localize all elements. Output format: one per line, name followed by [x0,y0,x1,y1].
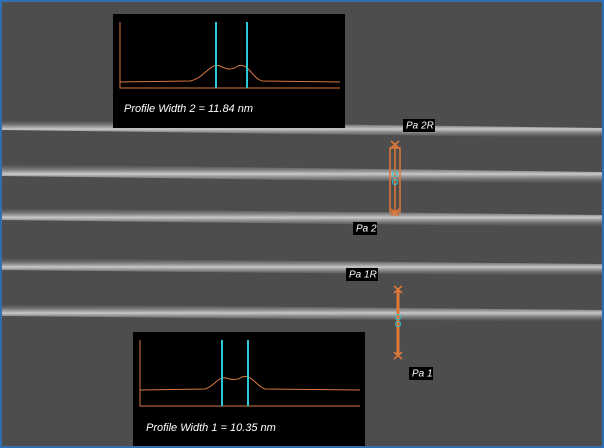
marker-tag: Pa 2 [353,222,377,235]
profile-inset: Profile Width 2 = 11.84 nm [113,14,345,128]
inset-label: Profile Width 1 = 10.35 nm [146,422,276,434]
tag-label: Pa 1R [349,270,377,281]
sem-view: Profile Width 2 = 11.84 nm Profile Width… [0,0,604,448]
tag-label: Pa 2R [406,121,434,132]
tag-label: Pa 1 [412,369,433,380]
page: Profile Width 2 = 11.84 nm Profile Width… [0,0,604,448]
marker-tag: Pa 2R [403,119,435,132]
profile-inset: Profile Width 1 = 10.35 nm [133,332,365,446]
tag-label: Pa 2 [356,224,377,235]
inset-label: Profile Width 2 = 11.84 nm [124,103,253,115]
marker-tag: Pa 1R [346,268,378,281]
marker-tag: Pa 1 [409,367,433,380]
